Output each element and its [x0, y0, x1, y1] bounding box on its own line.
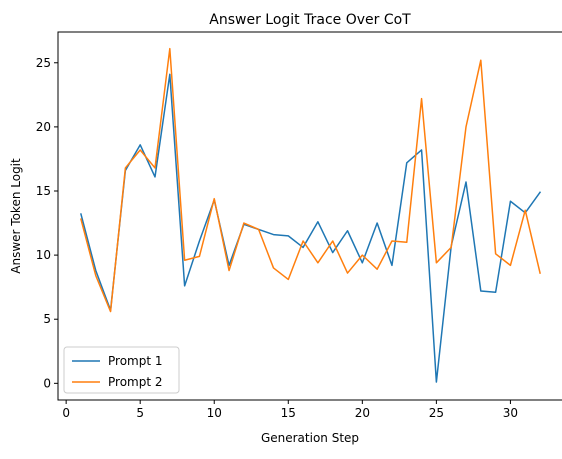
- data-point: [421, 98, 423, 100]
- data-point: [317, 221, 319, 223]
- data-point: [258, 229, 260, 231]
- data-point: [421, 149, 423, 151]
- data-point: [450, 247, 452, 249]
- legend-label: Prompt 1: [108, 354, 163, 368]
- data-point: [391, 240, 393, 242]
- data-point: [287, 235, 289, 237]
- plot-content: [80, 47, 542, 383]
- legend: Prompt 1 Prompt 2: [63, 346, 180, 394]
- data-point: [80, 213, 82, 215]
- data-point: [228, 270, 230, 272]
- plot-frame: [57, 31, 562, 401]
- data-point: [362, 262, 364, 264]
- data-point: [125, 167, 127, 169]
- data-point: [317, 262, 319, 264]
- data-point: [332, 240, 334, 242]
- x-tick-label: 10: [207, 406, 222, 420]
- data-point: [391, 265, 393, 267]
- x-tick-label: 0: [62, 406, 70, 420]
- data-point: [362, 254, 364, 256]
- data-point: [347, 272, 349, 274]
- data-point: [465, 181, 467, 183]
- data-point: [510, 265, 512, 267]
- y-axis-title: Answer Token Logit: [9, 158, 23, 274]
- data-point: [139, 149, 141, 151]
- data-point: [436, 381, 438, 383]
- data-point: [184, 259, 186, 261]
- x-axis: 0 5 10 15 20 25 30: [62, 400, 518, 420]
- data-point: [406, 241, 408, 243]
- data-point: [199, 240, 201, 242]
- data-point: [302, 247, 304, 249]
- data-point: [495, 253, 497, 255]
- data-point: [376, 222, 378, 224]
- data-point: [539, 272, 541, 274]
- data-point: [199, 256, 201, 258]
- y-tick-label: 0: [43, 376, 51, 390]
- x-axis-title: Generation Step: [261, 431, 359, 445]
- data-point: [524, 209, 526, 211]
- y-tick-label: 10: [36, 248, 51, 262]
- y-axis: 0 5 10 15 20 25: [36, 56, 58, 390]
- data-point: [273, 267, 275, 269]
- data-point: [406, 162, 408, 164]
- x-tick-label: 5: [136, 406, 144, 420]
- data-point: [332, 252, 334, 254]
- data-point: [110, 311, 112, 313]
- legend-label: Prompt 2: [108, 375, 163, 389]
- x-tick-label: 20: [355, 406, 370, 420]
- data-point: [154, 167, 156, 169]
- data-point: [80, 218, 82, 220]
- data-point: [213, 198, 215, 200]
- data-point: [480, 290, 482, 292]
- data-point: [287, 279, 289, 281]
- data-point: [95, 275, 97, 277]
- series-line-prompt-1: [80, 73, 542, 383]
- data-point: [495, 291, 497, 293]
- data-point: [184, 285, 186, 287]
- data-point: [273, 234, 275, 236]
- data-point: [347, 230, 349, 232]
- y-tick-label: 15: [36, 184, 51, 198]
- data-point: [302, 240, 304, 242]
- data-point: [139, 144, 141, 146]
- series-line-prompt-2: [80, 47, 541, 313]
- y-tick-label: 20: [36, 120, 51, 134]
- data-point: [169, 74, 171, 76]
- y-tick-label: 25: [36, 56, 51, 70]
- data-point: [169, 48, 171, 50]
- data-point: [480, 59, 482, 61]
- chart-title: Answer Logit Trace Over CoT: [209, 12, 411, 28]
- data-point: [376, 268, 378, 270]
- x-tick-label: 25: [429, 406, 444, 420]
- x-tick-label: 30: [503, 406, 518, 420]
- data-point: [243, 222, 245, 224]
- data-point: [465, 126, 467, 128]
- y-tick-label: 5: [43, 312, 51, 326]
- x-tick-label: 15: [281, 406, 296, 420]
- data-point: [510, 200, 512, 202]
- data-point: [436, 262, 438, 264]
- data-point: [154, 176, 156, 178]
- data-point: [539, 191, 541, 193]
